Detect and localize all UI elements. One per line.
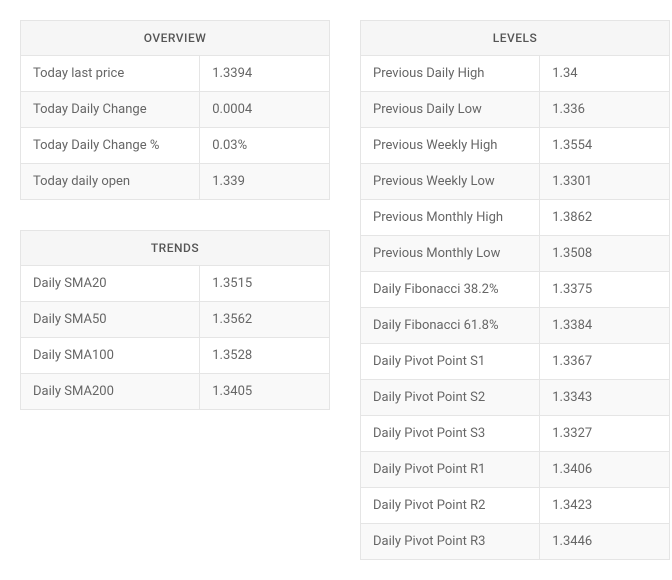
row-label: Daily SMA100	[21, 338, 200, 374]
row-value: 1.3508	[540, 236, 670, 272]
table-row: Today daily open1.339	[21, 164, 330, 200]
row-value: 1.3367	[540, 344, 670, 380]
table-row: Today Daily Change0.0004	[21, 92, 330, 128]
row-label: Daily Fibonacci 61.8%	[361, 308, 540, 344]
row-value: 1.3554	[540, 128, 670, 164]
row-value: 1.3515	[200, 266, 330, 302]
row-value: 1.3375	[540, 272, 670, 308]
table-row: Previous Monthly Low1.3508	[361, 236, 670, 272]
row-value: 1.34	[540, 56, 670, 92]
row-value: 0.0004	[200, 92, 330, 128]
row-label: Previous Monthly Low	[361, 236, 540, 272]
table-row: Daily Fibonacci 61.8%1.3384	[361, 308, 670, 344]
trends-body: Daily SMA201.3515Daily SMA501.3562Daily …	[21, 266, 330, 410]
table-row: Daily Pivot Point R11.3406	[361, 452, 670, 488]
table-row: Daily Pivot Point R31.3446	[361, 524, 670, 560]
table-row: Daily Pivot Point S21.3343	[361, 380, 670, 416]
left-column: OVERVIEW Today last price1.3394Today Dai…	[20, 20, 330, 410]
row-label: Daily Pivot Point R2	[361, 488, 540, 524]
row-label: Daily Fibonacci 38.2%	[361, 272, 540, 308]
row-value: 1.3562	[200, 302, 330, 338]
row-label: Daily SMA50	[21, 302, 200, 338]
levels-table: LEVELS Previous Daily High1.34Previous D…	[360, 20, 670, 560]
row-label: Previous Daily Low	[361, 92, 540, 128]
row-value: 1.3327	[540, 416, 670, 452]
row-value: 1.3343	[540, 380, 670, 416]
table-row: Previous Daily Low1.336	[361, 92, 670, 128]
row-value: 1.3446	[540, 524, 670, 560]
overview-table: OVERVIEW Today last price1.3394Today Dai…	[20, 20, 330, 200]
table-row: Previous Monthly High1.3862	[361, 200, 670, 236]
row-label: Today Daily Change %	[21, 128, 200, 164]
table-row: Daily Pivot Point S31.3327	[361, 416, 670, 452]
row-value: 1.3528	[200, 338, 330, 374]
row-label: Daily Pivot Point R3	[361, 524, 540, 560]
row-value: 1.336	[540, 92, 670, 128]
table-row: Daily Pivot Point R21.3423	[361, 488, 670, 524]
row-label: Daily SMA20	[21, 266, 200, 302]
row-label: Daily Pivot Point S3	[361, 416, 540, 452]
table-row: Daily Pivot Point S11.3367	[361, 344, 670, 380]
overview-header: OVERVIEW	[21, 21, 330, 56]
overview-body: Today last price1.3394Today Daily Change…	[21, 56, 330, 200]
row-label: Today daily open	[21, 164, 200, 200]
tables-container: OVERVIEW Today last price1.3394Today Dai…	[20, 20, 652, 560]
right-column: LEVELS Previous Daily High1.34Previous D…	[360, 20, 670, 560]
row-label: Today last price	[21, 56, 200, 92]
row-value: 1.3405	[200, 374, 330, 410]
table-row: Previous Weekly High1.3554	[361, 128, 670, 164]
row-value: 0.03%	[200, 128, 330, 164]
row-label: Previous Monthly High	[361, 200, 540, 236]
row-value: 1.3423	[540, 488, 670, 524]
row-label: Today Daily Change	[21, 92, 200, 128]
levels-header: LEVELS	[361, 21, 670, 56]
table-row: Daily SMA1001.3528	[21, 338, 330, 374]
row-label: Previous Weekly Low	[361, 164, 540, 200]
table-row: Previous Daily High1.34	[361, 56, 670, 92]
table-row: Daily SMA201.3515	[21, 266, 330, 302]
table-row: Previous Weekly Low1.3301	[361, 164, 670, 200]
table-row: Today Daily Change %0.03%	[21, 128, 330, 164]
table-row: Daily Fibonacci 38.2%1.3375	[361, 272, 670, 308]
table-row: Daily SMA501.3562	[21, 302, 330, 338]
row-value: 1.3384	[540, 308, 670, 344]
row-value: 1.3301	[540, 164, 670, 200]
trends-header: TRENDS	[21, 231, 330, 266]
table-row: Daily SMA2001.3405	[21, 374, 330, 410]
row-label: Daily Pivot Point R1	[361, 452, 540, 488]
row-value: 1.339	[200, 164, 330, 200]
row-label: Previous Daily High	[361, 56, 540, 92]
row-value: 1.3862	[540, 200, 670, 236]
row-value: 1.3406	[540, 452, 670, 488]
row-label: Daily Pivot Point S2	[361, 380, 540, 416]
row-label: Daily SMA200	[21, 374, 200, 410]
table-row: Today last price1.3394	[21, 56, 330, 92]
row-value: 1.3394	[200, 56, 330, 92]
trends-table: TRENDS Daily SMA201.3515Daily SMA501.356…	[20, 230, 330, 410]
row-label: Previous Weekly High	[361, 128, 540, 164]
row-label: Daily Pivot Point S1	[361, 344, 540, 380]
levels-body: Previous Daily High1.34Previous Daily Lo…	[361, 56, 670, 560]
